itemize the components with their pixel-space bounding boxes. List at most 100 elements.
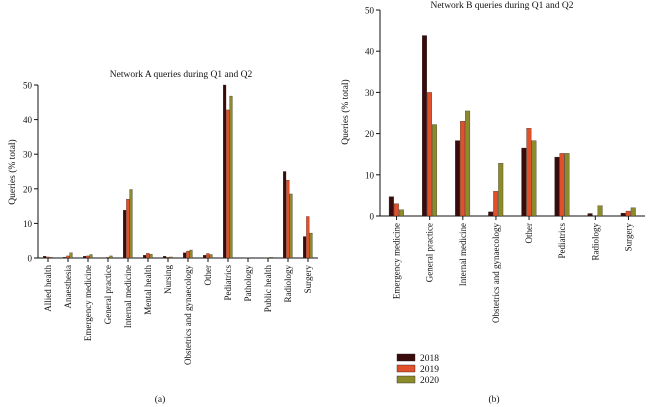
bar bbox=[143, 255, 147, 259]
bar bbox=[521, 147, 527, 217]
x-tick-label: Emergency medicine bbox=[392, 223, 402, 299]
bar bbox=[46, 256, 50, 259]
x-tick-label: Radiology bbox=[590, 223, 600, 261]
bar bbox=[126, 199, 130, 259]
bar bbox=[109, 255, 113, 259]
bar bbox=[625, 210, 631, 217]
bar bbox=[306, 216, 310, 259]
bar bbox=[460, 121, 466, 217]
bar bbox=[89, 254, 93, 259]
bar bbox=[169, 256, 173, 259]
x-tick-label: General practice bbox=[425, 223, 435, 282]
bar bbox=[43, 256, 47, 259]
bar bbox=[186, 250, 190, 259]
bar bbox=[63, 257, 67, 259]
bar bbox=[309, 232, 313, 259]
legend-label: 2018 bbox=[420, 354, 439, 364]
bar bbox=[69, 252, 73, 259]
x-tick-label: Surgery bbox=[623, 223, 633, 252]
bar bbox=[209, 254, 213, 259]
bar bbox=[493, 191, 499, 217]
x-tick-label: Surgery bbox=[303, 265, 313, 294]
y-tick-label: 30 bbox=[365, 88, 375, 98]
x-tick-label: Public health bbox=[263, 265, 273, 313]
bar bbox=[587, 213, 593, 217]
bar bbox=[226, 109, 230, 259]
bar bbox=[106, 257, 110, 259]
y-tick-label: 50 bbox=[23, 81, 33, 91]
x-tick-label: General practice bbox=[103, 265, 113, 324]
y-tick-label: 10 bbox=[365, 170, 375, 180]
x-tick-label: Emergency medicine bbox=[83, 265, 93, 341]
bar bbox=[146, 253, 150, 259]
x-tick-label: Mental health bbox=[143, 265, 153, 315]
bar bbox=[422, 35, 427, 217]
bar bbox=[129, 189, 133, 259]
bar bbox=[526, 128, 532, 217]
bar bbox=[630, 207, 636, 217]
chart-panel-a: Network A queries during Q1 and Q2 Queri… bbox=[7, 70, 318, 405]
bar bbox=[488, 211, 494, 217]
chart-panel-b: Network B queries during Q1 and Q2 Queri… bbox=[340, 1, 645, 405]
x-tick-label: Other bbox=[524, 223, 534, 244]
bar bbox=[166, 257, 170, 259]
y-tick-label: 0 bbox=[28, 254, 33, 264]
y-tick-label: 40 bbox=[365, 47, 375, 57]
bar bbox=[206, 253, 210, 259]
x-tick-label: Pathology bbox=[243, 265, 253, 302]
x-tick-label: Pediatrics bbox=[557, 223, 567, 259]
legend-swatch bbox=[396, 364, 416, 373]
chart-a-panel-label: (a) bbox=[155, 394, 166, 405]
x-tick-label: Internal medicine bbox=[123, 265, 133, 328]
chart-b-panel-label: (b) bbox=[488, 394, 499, 405]
bar bbox=[465, 110, 471, 217]
bar bbox=[303, 236, 307, 259]
x-tick-label: Internal medicine bbox=[458, 223, 468, 286]
y-tick-label: 10 bbox=[23, 219, 33, 229]
x-tick-label: Obstetrics and gynaecology bbox=[183, 265, 193, 365]
chart-a-title: Network A queries during Q1 and Q2 bbox=[110, 70, 253, 80]
x-tick-label: Nursing bbox=[163, 265, 173, 294]
legend-swatch bbox=[396, 375, 416, 384]
bar bbox=[283, 171, 287, 259]
bar bbox=[393, 203, 399, 217]
chart-a-ylabel: Queries (% total) bbox=[7, 139, 18, 204]
bar bbox=[163, 256, 167, 259]
bar bbox=[427, 92, 432, 217]
bar bbox=[269, 257, 273, 259]
bar bbox=[432, 124, 437, 217]
x-tick-label: Obstetrics and gynaecology bbox=[491, 223, 501, 323]
bar bbox=[398, 209, 404, 217]
y-tick-label: 20 bbox=[365, 129, 375, 139]
x-tick-label: Allied health bbox=[43, 265, 53, 312]
bar bbox=[286, 179, 290, 259]
chart-b-ylabel: Queries (% total) bbox=[340, 79, 351, 144]
y-tick-label: 20 bbox=[23, 184, 33, 194]
x-tick-label: Radiology bbox=[283, 265, 293, 303]
bar bbox=[49, 257, 53, 259]
bar bbox=[183, 252, 187, 259]
bar bbox=[66, 255, 70, 259]
bar bbox=[531, 140, 537, 217]
bar bbox=[223, 84, 227, 259]
y-tick-label: 40 bbox=[23, 115, 33, 125]
bar bbox=[83, 256, 87, 259]
chart-b-title: Network B queries during Q1 and Q2 bbox=[430, 1, 573, 11]
bar bbox=[289, 193, 293, 259]
legend-label: 2020 bbox=[420, 376, 439, 386]
bar bbox=[498, 163, 504, 217]
y-tick-label: 30 bbox=[23, 150, 33, 160]
bar bbox=[455, 140, 461, 217]
bar bbox=[189, 249, 193, 259]
bar bbox=[388, 196, 394, 217]
legend-swatch bbox=[396, 353, 416, 362]
bar bbox=[203, 255, 207, 259]
bar bbox=[123, 210, 127, 259]
x-tick-label: Pediatrics bbox=[223, 265, 233, 301]
legend-label: 2019 bbox=[420, 365, 439, 375]
y-tick-label: 0 bbox=[370, 212, 375, 222]
bar bbox=[564, 153, 570, 217]
bar bbox=[597, 205, 603, 217]
